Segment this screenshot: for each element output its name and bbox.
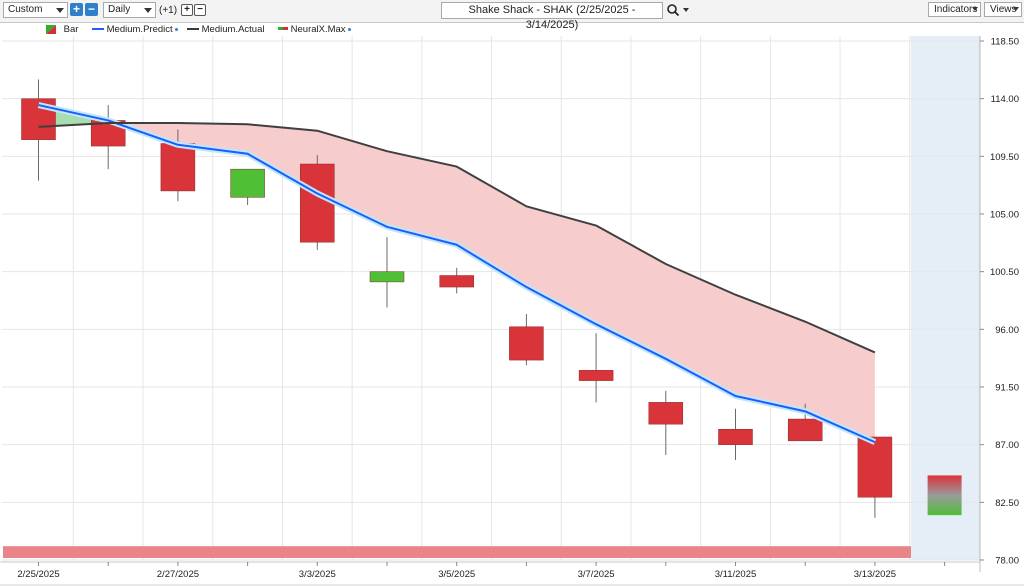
- period-select[interactable]: Custom: [3, 2, 68, 18]
- candle-body[interactable]: [160, 143, 196, 192]
- zoom-in-button[interactable]: +: [70, 3, 83, 16]
- offset-increase-button[interactable]: +: [181, 4, 193, 16]
- y-tick-label: 87.00: [995, 440, 1019, 451]
- chart-title: Shake Shack - SHAK (2/25/2025 - 3/14/202…: [468, 4, 636, 31]
- indicators-button[interactable]: Indicators: [928, 2, 981, 17]
- minus-icon: −: [197, 4, 203, 15]
- x-tick-label: 3/11/2025: [715, 569, 757, 580]
- zoom-out-button[interactable]: −: [85, 3, 98, 16]
- toolbar: Custom + − Daily (+1) + − Shake Shack - …: [0, 0, 1024, 31]
- indicators-label: Indicators: [934, 4, 978, 15]
- candle-body[interactable]: [718, 429, 753, 445]
- x-tick-label: 3/13/2025: [854, 569, 896, 580]
- candle-body[interactable]: [787, 418, 823, 442]
- line-swatch-icon: [92, 28, 104, 31]
- predict-line[interactable]: [38, 104, 876, 444]
- chevron-down-icon: [144, 8, 152, 13]
- candle-body[interactable]: [439, 275, 474, 288]
- candle-body[interactable]: [578, 370, 614, 381]
- candle-body[interactable]: [369, 271, 405, 283]
- y-tick-label: 78.00: [995, 556, 1019, 567]
- forecast-region: [911, 36, 980, 560]
- forecast-candle[interactable]: [927, 475, 962, 516]
- fill-between-down: [108, 120, 875, 443]
- x-tick-label: 2/27/2025: [157, 569, 199, 580]
- interval-select[interactable]: Daily: [103, 2, 156, 18]
- legend-item-medium-actual[interactable]: Medium.Actual: [187, 24, 264, 35]
- period-select-value: Custom: [8, 4, 43, 15]
- legend-item-neuralx-max[interactable]: NeuralX.Max: [278, 24, 351, 35]
- legend-item-bar[interactable]: Bar: [46, 24, 78, 35]
- plus-icon: +: [72, 2, 80, 16]
- bar-swatch-icon: [278, 26, 288, 30]
- y-tick-label: 91.50: [995, 383, 1019, 394]
- magnifier-icon: [667, 4, 689, 17]
- candle-body[interactable]: [857, 436, 893, 498]
- settings-dot-icon[interactable]: [174, 27, 178, 31]
- x-tick-label: 2/25/2025: [17, 569, 59, 580]
- x-tick-label: 3/5/2025: [438, 569, 475, 580]
- y-tick-label: 109.50: [990, 152, 1019, 163]
- bar-swatch-icon: [46, 24, 56, 34]
- search-button[interactable]: [666, 3, 692, 18]
- candle-body[interactable]: [230, 168, 265, 198]
- legend-label: Medium.Predict: [106, 24, 173, 35]
- interval-select-value: Daily: [108, 4, 131, 15]
- settings-dot-icon[interactable]: [347, 27, 351, 31]
- chevron-down-icon: [972, 7, 978, 11]
- x-tick-label: 3/3/2025: [299, 569, 336, 580]
- candle-body[interactable]: [509, 326, 544, 361]
- chevron-down-icon: [56, 8, 64, 13]
- y-tick-label: 118.50: [991, 37, 1019, 48]
- actual-line[interactable]: [38, 122, 876, 354]
- legend-label: Bar: [63, 24, 79, 35]
- candle-body[interactable]: [300, 163, 335, 243]
- views-label: Views: [990, 4, 1017, 15]
- legend-item-medium-predict[interactable]: Medium.Predict: [92, 24, 178, 35]
- x-tick-label: 3/7/2025: [578, 569, 615, 580]
- y-tick-label: 96.00: [995, 325, 1019, 336]
- candle-body[interactable]: [648, 402, 684, 425]
- chart-title-field[interactable]: Shake Shack - SHAK (2/25/2025 - 3/14/202…: [441, 2, 663, 31]
- y-tick-label: 100.50: [990, 267, 1019, 278]
- line-swatch-icon: [187, 28, 199, 31]
- offset-decrease-button[interactable]: −: [194, 4, 206, 16]
- chevron-down-icon: [1013, 7, 1019, 11]
- bottom-band: [3, 546, 911, 558]
- minus-icon: −: [87, 2, 95, 16]
- y-tick-label: 105.00: [990, 210, 1019, 221]
- y-tick-label: 114.00: [991, 94, 1019, 105]
- legend-label: Medium.Actual: [201, 24, 265, 35]
- plus-icon: +: [184, 4, 190, 15]
- views-button[interactable]: Views: [984, 2, 1022, 17]
- offset-label: (+1): [159, 5, 178, 16]
- y-tick-label: 82.50: [995, 498, 1019, 509]
- legend-label: NeuralX.Max: [290, 24, 346, 35]
